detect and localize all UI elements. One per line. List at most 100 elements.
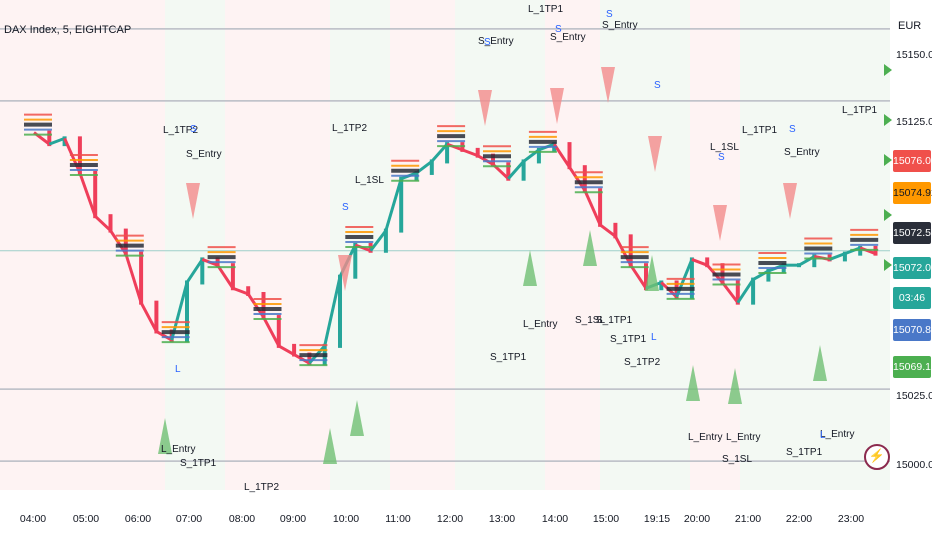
price-tag: 15074.92 <box>893 182 932 204</box>
candle <box>475 147 480 158</box>
price-segment <box>185 258 204 284</box>
signal-triangle-13 <box>783 183 797 219</box>
marker-glyph-5: S <box>342 202 349 213</box>
level-marker-0 <box>884 64 892 76</box>
price-segment <box>461 148 479 158</box>
price-segment <box>721 281 739 304</box>
signal-label-10: S_Entry <box>784 147 820 158</box>
signal-label-7: L_1SL <box>355 175 384 186</box>
time-axis-label: 21:00 <box>735 513 761 525</box>
signal-label-22: S_1TP1 <box>786 447 823 458</box>
candle <box>93 170 98 219</box>
signal-triangle-12 <box>713 205 727 241</box>
price-segment <box>293 353 311 365</box>
candle <box>338 274 342 348</box>
signal-triangle-15 <box>728 368 742 404</box>
time-axis-label: 19:15 <box>644 513 670 525</box>
marker-glyph-3: S <box>654 80 661 91</box>
price-tag: 15072.59 <box>893 222 932 244</box>
price-segment <box>629 264 648 290</box>
price-segment <box>139 301 158 333</box>
candle <box>598 188 603 227</box>
session-band-2 <box>225 0 330 490</box>
signal-label-17: S_1TP2 <box>624 357 661 368</box>
signal-label-3: S_Entry <box>602 20 638 31</box>
signal-label-15: S_1SL <box>575 315 605 326</box>
candle <box>154 300 159 334</box>
signal-triangle-0 <box>186 183 200 219</box>
time-axis-label: 08:00 <box>229 513 255 525</box>
session-band-7 <box>600 0 690 490</box>
price-segment <box>691 258 708 267</box>
marker-glyph-8: L <box>651 332 657 343</box>
signal-label-23: L_Entry <box>161 444 195 455</box>
price-segment <box>48 136 66 146</box>
candle <box>659 280 664 291</box>
price-segment <box>232 286 249 296</box>
signal-label-4: L_1TP2 <box>163 125 198 136</box>
signal-triangle-2 <box>338 255 352 291</box>
signal-triangle-8 <box>648 136 662 172</box>
session-band-1 <box>165 0 225 490</box>
price-segment <box>614 235 633 266</box>
candle <box>628 234 633 268</box>
candle <box>185 280 189 343</box>
candle <box>108 214 113 233</box>
candle <box>353 243 358 279</box>
candle <box>506 162 511 181</box>
signal-label-6: L_1TP2 <box>332 123 367 134</box>
time-axis-label: 10:00 <box>333 513 359 525</box>
price-segment <box>736 278 755 304</box>
signal-label-24: S_1TP1 <box>180 458 217 469</box>
candle <box>399 176 404 233</box>
price-segment <box>384 178 403 232</box>
marker-glyph-0: S <box>484 37 491 48</box>
time-axis-label: 07:00 <box>176 513 202 525</box>
symbol-title: DAX Index, 5, EIGHTCAP <box>4 24 132 36</box>
price-segment <box>155 330 173 342</box>
price-segment <box>262 316 281 347</box>
candle <box>644 263 648 291</box>
signal-label-5: S_Entry <box>186 149 222 160</box>
time-axis-label: 04:00 <box>20 513 46 525</box>
signal-label-25: L_1TP2 <box>244 482 279 493</box>
signal-label-18: S_1TP1 <box>596 315 633 326</box>
candle <box>230 263 235 291</box>
price-tag: 15069.10 <box>893 356 932 378</box>
signal-label-14: L_Entry <box>688 432 722 443</box>
candle <box>200 257 205 285</box>
candle <box>751 277 756 305</box>
signal-label-1: S_Entry <box>478 36 514 47</box>
candle <box>276 315 281 348</box>
signal-label-11: L_1TP1 <box>742 125 777 136</box>
time-axis-label: 15:00 <box>593 513 619 525</box>
marker-glyph-6: S <box>718 152 725 163</box>
signal-label-8: L_1TP1 <box>842 105 877 116</box>
price-segment <box>124 253 143 304</box>
time-axis-label: 22:00 <box>786 513 812 525</box>
candle <box>292 343 297 357</box>
price-segment <box>583 189 602 226</box>
price-axis-label: 15125.00 <box>896 116 932 128</box>
candle <box>261 292 266 320</box>
price-segment <box>78 172 97 217</box>
time-axis-label: 23:00 <box>838 513 864 525</box>
marker-glyph-7: S <box>789 124 796 135</box>
session-band-9 <box>740 0 820 490</box>
bolt-icon[interactable]: ⚡ <box>864 444 890 470</box>
candle <box>47 130 52 147</box>
level-marker-1 <box>884 114 892 126</box>
candle <box>812 254 817 268</box>
candle <box>613 222 618 239</box>
price-tag: 15076.06 <box>893 150 932 172</box>
candle <box>445 142 450 164</box>
signal-triangle-1 <box>158 418 172 454</box>
candle <box>491 153 495 167</box>
candle <box>705 257 710 268</box>
level-marker-4 <box>884 259 892 271</box>
candle <box>383 228 388 253</box>
signal-label-13: S_1TP1 <box>490 352 527 363</box>
session-band-5 <box>455 0 545 490</box>
